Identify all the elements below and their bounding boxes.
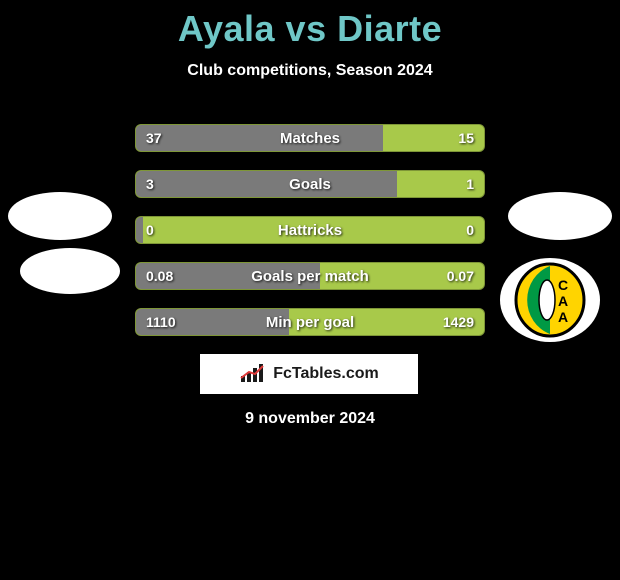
- bar-left-fill: [136, 125, 383, 151]
- bar-value-right: 0.07: [447, 268, 474, 284]
- svg-text:A: A: [558, 293, 568, 309]
- footer-date: 9 november 2024: [0, 410, 620, 428]
- brand-badge: FcTables.com: [200, 354, 418, 394]
- bar-row: 1110 Min per goal 1429: [135, 308, 485, 336]
- brand-text: FcTables.com: [273, 365, 379, 383]
- page-title: Ayala vs Diarte: [0, 0, 620, 50]
- bar-value-left: 1110: [146, 314, 176, 330]
- bar-left-fill: [136, 217, 143, 243]
- bar-value-left: 0: [146, 222, 154, 238]
- svg-text:A: A: [558, 309, 568, 325]
- bar-label: Goals per match: [251, 268, 369, 285]
- bar-value-right: 0: [466, 222, 474, 238]
- bar-row: 0.08 Goals per match 0.07: [135, 262, 485, 290]
- bar-label: Goals: [289, 176, 331, 193]
- player-right-club-badge: C A A: [500, 258, 600, 342]
- bar-value-left: 3: [146, 176, 154, 192]
- bar-label: Min per goal: [266, 314, 354, 331]
- bar-value-right: 1: [466, 176, 474, 192]
- bar-left-fill: [136, 171, 397, 197]
- player-left-badge-inner: [20, 248, 120, 294]
- bar-value-left: 0.08: [146, 268, 173, 284]
- bar-row: 3 Goals 1: [135, 170, 485, 198]
- club-crest-icon: C A A: [514, 262, 586, 338]
- bar-row: 0 Hattricks 0: [135, 216, 485, 244]
- bar-value-right: 1429: [443, 314, 474, 330]
- page-subtitle: Club competitions, Season 2024: [0, 62, 620, 80]
- player-right-badge-outer: [508, 192, 612, 240]
- bar-chart-icon: [239, 364, 267, 384]
- bar-label: Matches: [280, 130, 340, 147]
- svg-text:C: C: [558, 277, 568, 293]
- comparison-bars: 37 Matches 15 3 Goals 1 0 Hattricks 0 0.…: [135, 124, 485, 354]
- bar-label: Hattricks: [278, 222, 342, 239]
- bar-value-left: 37: [146, 130, 162, 146]
- bar-row: 37 Matches 15: [135, 124, 485, 152]
- player-left-badge-outer: [8, 192, 112, 240]
- bar-value-right: 15: [458, 130, 474, 146]
